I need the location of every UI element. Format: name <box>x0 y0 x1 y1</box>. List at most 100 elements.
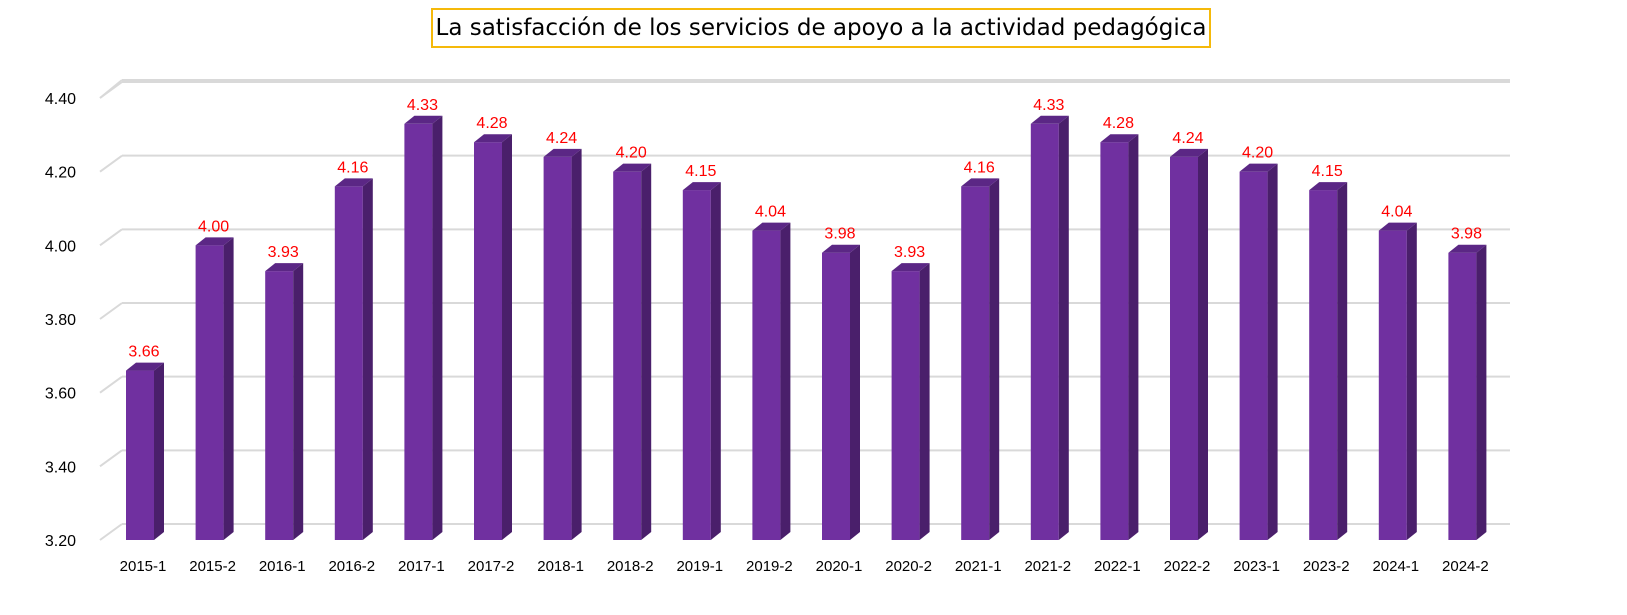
bar-front <box>1030 123 1059 541</box>
bar-front <box>1378 230 1407 540</box>
y-tick-label: 3.60 <box>45 386 76 403</box>
bar-front <box>961 186 990 540</box>
x-tick-label: 2023-1 <box>1233 558 1280 575</box>
x-tick-label: 2016-1 <box>259 558 306 575</box>
data-label: 4.33 <box>1033 97 1064 114</box>
x-tick-label: 2022-2 <box>1164 558 1211 575</box>
bar-side <box>1128 134 1139 540</box>
bar <box>1100 134 1139 540</box>
bar-side <box>1058 115 1069 541</box>
gridline-depth <box>99 154 123 173</box>
gridline-depth <box>99 79 123 99</box>
gridline-depth <box>99 523 123 541</box>
bar-top <box>265 263 304 272</box>
data-label: 4.24 <box>546 130 577 147</box>
bar-side <box>432 115 443 541</box>
bar-side <box>223 237 234 541</box>
bar-top <box>822 244 860 253</box>
x-tick-label: 2023-2 <box>1303 558 1350 575</box>
bar <box>752 222 791 540</box>
bar-front <box>543 156 572 540</box>
x-tick-label: 2021-2 <box>1024 558 1071 575</box>
x-tick-label: 2017-1 <box>398 558 445 575</box>
bar-top <box>1448 244 1487 253</box>
bar-front <box>1239 171 1268 540</box>
bar <box>126 362 164 540</box>
bar-top <box>1378 222 1417 231</box>
bars <box>126 115 1487 541</box>
data-labels: 3.66 4.00 3.93 4.16 4.33 4.28 4.24 4.20 4.15 4.04… <box>128 97 1482 361</box>
data-label: 3.98 <box>1451 226 1482 243</box>
x-tick-label: 2018-2 <box>607 558 654 575</box>
x-tick-label: 2020-1 <box>816 558 863 575</box>
data-label: 4.28 <box>476 115 507 132</box>
bar <box>1448 244 1487 540</box>
bar-top <box>1100 134 1139 143</box>
bar-front <box>613 171 642 540</box>
bar-top <box>961 178 1000 187</box>
bar-front <box>195 245 224 541</box>
data-label: 4.20 <box>1242 145 1273 162</box>
bar-front <box>474 142 502 540</box>
bar-top <box>1239 163 1278 172</box>
bar-side <box>362 178 373 540</box>
bar-top <box>334 178 373 187</box>
x-tick-label: 2024-2 <box>1442 558 1489 575</box>
bar-front <box>682 190 711 541</box>
data-label: 4.28 <box>1103 115 1134 132</box>
data-label: 3.66 <box>128 344 159 361</box>
bar <box>1239 163 1278 540</box>
bar <box>682 182 721 541</box>
x-tick-label: 2021-1 <box>955 558 1002 575</box>
data-label: 4.00 <box>198 218 229 235</box>
bar-top <box>404 115 443 124</box>
x-axis: 2015-1 2015-2 2016-1 2016-2 2017-1 2017-2 2018… <box>120 558 1489 575</box>
x-tick-label: 2018-1 <box>537 558 584 575</box>
chart-title: La satisfacción de los servicios de apoy… <box>431 8 1211 48</box>
bar-top <box>543 148 582 157</box>
y-tick-label: 4.00 <box>45 238 76 255</box>
bar-front <box>265 271 294 540</box>
data-label: 4.33 <box>407 97 438 114</box>
data-label: 4.15 <box>1312 163 1343 180</box>
data-label: 4.20 <box>616 145 647 162</box>
bar <box>265 263 304 540</box>
data-label: 3.98 <box>824 226 855 243</box>
bar-front <box>1170 156 1198 540</box>
x-tick-label: 2015-1 <box>120 558 167 575</box>
bar-top <box>1030 115 1069 124</box>
x-tick-label: 2019-2 <box>746 558 793 575</box>
data-label: 4.16 <box>964 159 995 176</box>
bar-top <box>613 163 652 172</box>
bar-side <box>780 222 791 540</box>
bar <box>613 163 652 540</box>
data-label: 3.93 <box>894 244 925 261</box>
x-tick-label: 2017-2 <box>468 558 515 575</box>
bar <box>891 263 930 540</box>
bar-front <box>822 252 850 540</box>
y-tick-label: 4.20 <box>45 165 76 182</box>
bar <box>1309 182 1348 541</box>
bar-front <box>404 123 433 541</box>
bar <box>334 178 373 540</box>
data-label: 4.15 <box>685 163 716 180</box>
bar-side <box>502 134 512 540</box>
bar-top <box>752 222 791 231</box>
data-label: 4.04 <box>1381 204 1412 221</box>
x-tick-label: 2015-2 <box>189 558 236 575</box>
bar-top <box>1309 182 1348 191</box>
bar-side <box>1337 182 1348 541</box>
bar-front <box>334 186 363 540</box>
bar-side <box>571 148 582 540</box>
y-axis: 3.20 3.40 3.60 3.80 4.00 4.20 4.40 <box>45 91 76 550</box>
bar <box>1378 222 1417 540</box>
y-tick-label: 3.20 <box>45 533 76 550</box>
bar-side <box>1476 244 1487 540</box>
bar-front <box>126 370 154 540</box>
x-tick-label: 2024-1 <box>1372 558 1419 575</box>
bar-front <box>1448 252 1477 540</box>
gridline-depth <box>99 449 123 468</box>
gridline-depth <box>99 375 123 394</box>
y-tick-label: 3.80 <box>45 312 76 329</box>
